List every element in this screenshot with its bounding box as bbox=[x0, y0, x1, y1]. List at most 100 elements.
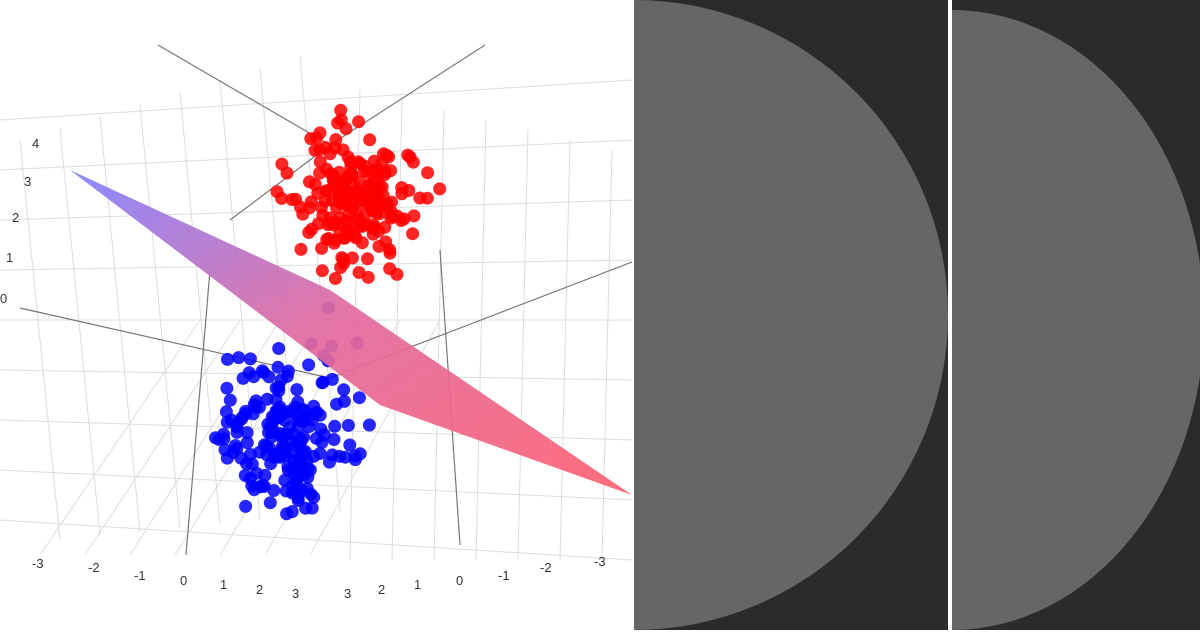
axis-line bbox=[157, 44, 331, 146]
tick-label: 0 bbox=[456, 573, 463, 588]
blue-point bbox=[224, 413, 238, 427]
red-point bbox=[372, 239, 386, 253]
blue-point bbox=[316, 375, 330, 389]
red-point bbox=[353, 156, 367, 170]
blue-point bbox=[239, 404, 253, 418]
blue-point bbox=[290, 478, 304, 492]
red-point bbox=[308, 143, 322, 157]
tick-label: 2 bbox=[378, 582, 385, 597]
blue-point bbox=[243, 352, 257, 366]
grid-line bbox=[517, 129, 529, 561]
blue-point bbox=[240, 426, 254, 440]
blue-point bbox=[269, 381, 283, 395]
red-point bbox=[304, 195, 318, 209]
red-point bbox=[294, 242, 308, 256]
red-point bbox=[345, 251, 359, 265]
red-point bbox=[413, 191, 427, 205]
blue-point bbox=[267, 484, 281, 497]
blue-point bbox=[341, 418, 355, 432]
grid-line bbox=[99, 115, 141, 533]
grid-line bbox=[475, 119, 487, 561]
blue-point bbox=[282, 404, 296, 418]
blue-point bbox=[333, 449, 346, 463]
red-point bbox=[433, 182, 447, 196]
grid-line bbox=[601, 149, 613, 561]
red-point bbox=[394, 214, 408, 227]
tick-labels: -3 -2 -1 0 1 2 3 3 2 1 0 -1 -2 -3 0 1 2 3 4 bbox=[0, 136, 606, 601]
blue-point bbox=[223, 393, 237, 407]
tick-label: -3 bbox=[32, 556, 44, 571]
blue-point bbox=[327, 433, 341, 446]
blue-point bbox=[258, 468, 272, 482]
axis-line bbox=[185, 269, 211, 556]
red-point bbox=[275, 157, 289, 171]
red-point bbox=[322, 232, 336, 245]
grid-line bbox=[179, 91, 221, 525]
red-point bbox=[352, 266, 366, 279]
blue-point bbox=[291, 494, 305, 507]
tick-label: 4 bbox=[32, 136, 39, 151]
blue-point bbox=[261, 417, 275, 431]
red-point bbox=[363, 133, 377, 147]
blue-point bbox=[220, 451, 234, 465]
red-point bbox=[327, 218, 341, 232]
blue-point bbox=[247, 483, 261, 497]
blue-point bbox=[337, 383, 351, 397]
blue-point bbox=[243, 472, 257, 486]
tick-label: 1 bbox=[220, 577, 227, 592]
blue-point bbox=[285, 505, 299, 519]
blue-point bbox=[217, 427, 231, 441]
tick-label: -3 bbox=[594, 554, 606, 569]
tick-label: 2 bbox=[256, 582, 263, 597]
grid-line bbox=[391, 99, 403, 561]
blue-point bbox=[343, 438, 357, 452]
grid-line bbox=[0, 519, 633, 561]
red-point bbox=[403, 150, 417, 164]
blue-point bbox=[247, 370, 261, 384]
red-point bbox=[351, 209, 365, 223]
tick-label: 2 bbox=[12, 210, 19, 225]
grid-line bbox=[0, 79, 633, 121]
red-point bbox=[384, 164, 398, 178]
tick-label: 1 bbox=[414, 577, 421, 592]
red-point bbox=[406, 227, 420, 241]
blue-point bbox=[337, 394, 351, 408]
tick-label: 0 bbox=[0, 291, 7, 306]
red-point bbox=[352, 115, 366, 129]
blue-point bbox=[281, 364, 295, 378]
grid-line bbox=[0, 469, 633, 501]
grid-line bbox=[559, 139, 571, 561]
grid-line bbox=[129, 319, 281, 556]
red-point bbox=[367, 218, 381, 232]
blue-point bbox=[298, 445, 312, 459]
grid-line bbox=[59, 127, 101, 537]
grid-line bbox=[19, 139, 61, 541]
blue-point bbox=[287, 467, 301, 481]
tick-label: 0 bbox=[180, 573, 187, 588]
blue-point bbox=[263, 496, 277, 510]
tick-label: 3 bbox=[24, 174, 31, 189]
scatter3d-chart[interactable]: -3 -2 -1 0 1 2 3 3 2 1 0 -1 -2 -3 0 1 2 3 4 bbox=[0, 0, 633, 630]
blue-point bbox=[328, 419, 342, 433]
blue-point bbox=[296, 414, 310, 428]
tick-label: -2 bbox=[540, 560, 552, 575]
red-point bbox=[353, 175, 366, 189]
blue-point bbox=[230, 442, 244, 456]
blue-point bbox=[272, 342, 286, 355]
red-point bbox=[407, 209, 421, 223]
red-point bbox=[368, 173, 381, 187]
blue-point bbox=[220, 381, 234, 395]
red-point bbox=[383, 243, 397, 257]
blue-point bbox=[239, 499, 253, 513]
red-point bbox=[351, 188, 365, 202]
blue-point bbox=[303, 463, 317, 477]
red-point bbox=[421, 166, 435, 180]
tick-label: 3 bbox=[292, 586, 299, 601]
blue-point bbox=[307, 490, 321, 504]
half-disc-left bbox=[634, 0, 948, 630]
blue-point bbox=[322, 455, 336, 469]
blue-point bbox=[362, 418, 376, 432]
red-point bbox=[303, 175, 316, 189]
red-point bbox=[318, 194, 332, 208]
blue-point bbox=[221, 352, 234, 366]
